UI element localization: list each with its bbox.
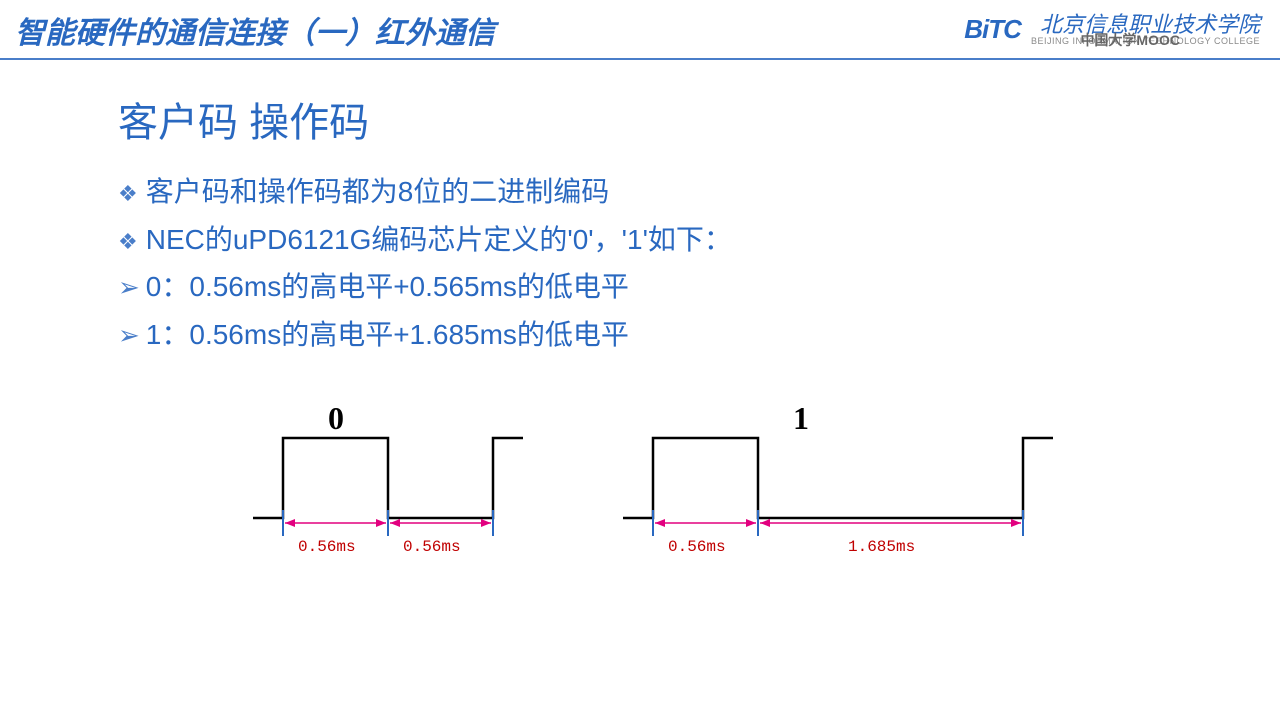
bullet-item: ❖ NEC的uPD6121G编码芯片定义的'0'，'1'如下：	[118, 216, 1170, 264]
diamond-bullet-icon: ❖	[118, 175, 138, 212]
content: 客户码 操作码 ❖ 客户码和操作码都为8位的二进制编码 ❖ NEC的uPD612…	[0, 60, 1280, 573]
bullet-text: NEC的uPD6121G编码芯片定义的'0'，'1'如下：	[146, 216, 732, 264]
page-title: 智能硬件的通信连接（一）红外通信	[15, 8, 495, 52]
arrow-text: 0：0.56ms的高电平+0.565ms的低电平	[146, 263, 629, 311]
bullet-item: ❖ 客户码和操作码都为8位的二进制编码	[118, 168, 1170, 216]
waveform-one: 10.56ms1.685ms	[603, 408, 1083, 573]
header: 智能硬件的通信连接（一）红外通信 BiTC 北京信息职业技术学院 BEIJING…	[0, 0, 1280, 60]
time-label-low: 0.56ms	[403, 538, 461, 556]
time-label-high: 0.56ms	[298, 538, 356, 556]
bullet-text: 客户码和操作码都为8位的二进制编码	[146, 168, 610, 216]
arrow-item: ➢ 1：0.56ms的高电平+1.685ms的低电平	[118, 311, 1170, 359]
section-title: 客户码 操作码	[118, 90, 1170, 148]
diamond-bullet-icon: ❖	[118, 223, 138, 260]
arrow-item: ➢ 0：0.56ms的高电平+0.565ms的低电平	[118, 263, 1170, 311]
arrow-bullet-icon: ➢	[118, 265, 140, 309]
header-logos: BiTC 北京信息职业技术学院 BEIJING INFORMATION TECH…	[964, 13, 1260, 47]
logo-bitc: BiTC	[964, 14, 1021, 45]
time-label-low: 1.685ms	[848, 538, 915, 556]
waveform-label: 0	[328, 400, 344, 437]
waveform-label: 1	[793, 400, 809, 437]
arrow-text: 1：0.56ms的高电平+1.685ms的低电平	[146, 311, 629, 359]
arrow-bullet-icon: ➢	[118, 313, 140, 357]
waveform-diagrams: 00.56ms0.56ms 10.56ms1.685ms	[233, 408, 1170, 573]
logo-mooc: 中国大学MOOC	[1080, 30, 1180, 50]
time-label-high: 0.56ms	[668, 538, 726, 556]
waveform-zero: 00.56ms0.56ms	[233, 408, 543, 573]
